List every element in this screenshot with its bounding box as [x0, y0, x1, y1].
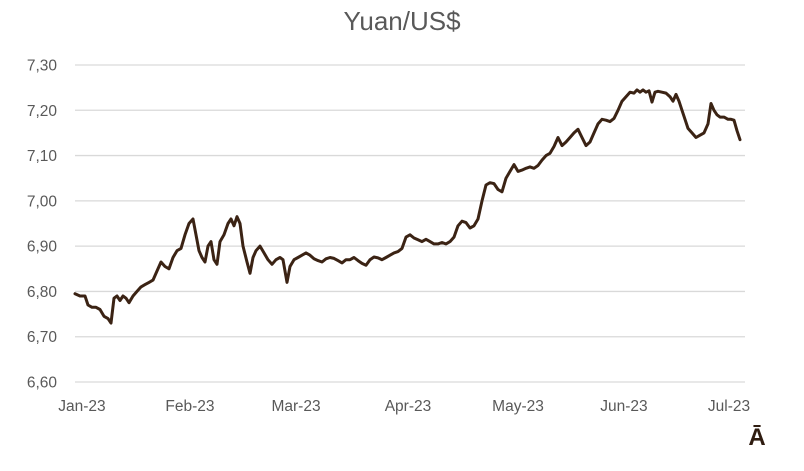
x-axis-tick-label: Apr-23 [385, 398, 432, 415]
y-axis-tick-label: 6,60 [27, 375, 58, 392]
x-axis-tick-label: Mar-23 [271, 398, 320, 415]
y-axis-tick-label: 7,20 [27, 103, 58, 120]
x-axis-tick-label: Jan-23 [58, 398, 105, 415]
x-axis-tick-label: May-23 [492, 398, 544, 415]
y-axis-tick-label: 7,30 [27, 58, 58, 75]
x-axis-tick-label: Jun-23 [600, 398, 647, 415]
y-axis-tick-label: 6,90 [27, 239, 58, 256]
exchange-rate-line [73, 88, 742, 325]
x-axis-tick-label: Jul-23 [708, 398, 750, 415]
y-axis-tick-label: 6,70 [27, 329, 58, 346]
y-axis-tick-label: 7,00 [27, 193, 58, 210]
y-axis-tick-label: 7,10 [27, 148, 58, 165]
y-axis-tick-label: 6,80 [27, 284, 58, 301]
x-axis-tick-label: Feb-23 [165, 398, 214, 415]
chart-title: Yuan/US$ [343, 6, 461, 36]
stray-character: Ā [748, 424, 766, 451]
